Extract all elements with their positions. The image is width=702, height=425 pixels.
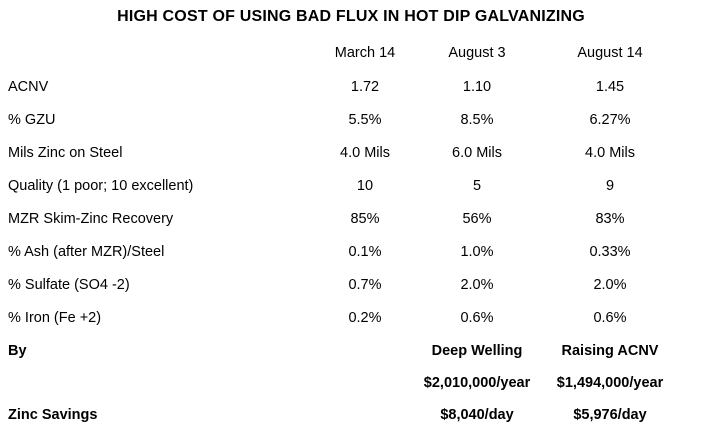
- raising-acnv-per-year: $1,494,000/year: [556, 375, 664, 391]
- column-header-august-3: August 3: [448, 45, 506, 61]
- table-cell: 6.0 Mils: [452, 145, 502, 161]
- by-deep-welling: Deep Welling: [431, 343, 523, 359]
- row-label-mzr: MZR Skim-Zinc Recovery: [8, 211, 174, 227]
- table-cell: 1.0%: [460, 244, 494, 260]
- raising-acnv-per-day: $5,976/day: [573, 407, 647, 423]
- column-header-march-14: March 14: [334, 45, 396, 61]
- by-raising-acnv: Raising ACNV: [561, 343, 659, 359]
- table-cell: 4.0 Mils: [340, 145, 390, 161]
- zinc-savings-label: Zinc Savings: [8, 407, 98, 423]
- table-cell: 0.7%: [348, 277, 382, 293]
- table-cell: 2.0%: [593, 277, 627, 293]
- table-cell: 6.27%: [589, 112, 631, 128]
- table-cell: 1.45: [595, 79, 625, 95]
- table-cell: 0.2%: [348, 310, 382, 326]
- row-label-sulfate: % Sulfate (SO4 -2): [8, 277, 130, 293]
- table-cell: 2.0%: [460, 277, 494, 293]
- row-label-quality: Quality (1 poor; 10 excellent): [8, 178, 194, 194]
- row-label-mils-zinc: Mils Zinc on Steel: [8, 145, 123, 161]
- by-label: By: [8, 343, 27, 359]
- table-cell: 0.6%: [593, 310, 627, 326]
- table-cell: 4.0 Mils: [585, 145, 635, 161]
- table-cell: 0.6%: [460, 310, 494, 326]
- table-cell: 1.72: [350, 79, 380, 95]
- table-cell: 1.10: [462, 79, 492, 95]
- table-cell: 5.5%: [348, 112, 382, 128]
- table-cell: 8.5%: [460, 112, 494, 128]
- row-label-gzu: % GZU: [8, 112, 56, 128]
- page-title: HIGH COST OF USING BAD FLUX IN HOT DIP G…: [117, 8, 585, 25]
- table-cell: 56%: [462, 211, 492, 227]
- row-label-acnv: ACNV: [8, 79, 49, 95]
- table-cell: 9: [605, 178, 615, 194]
- column-header-august-14: August 14: [577, 45, 643, 61]
- deep-welling-per-day: $8,040/day: [440, 407, 514, 423]
- table-cell: 83%: [595, 211, 625, 227]
- table-cell: 0.1%: [348, 244, 382, 260]
- deep-welling-per-year: $2,010,000/year: [423, 375, 531, 391]
- table-cell: 10: [356, 178, 374, 194]
- row-label-ash: % Ash (after MZR)/Steel: [8, 244, 165, 260]
- table-cell: 0.33%: [589, 244, 631, 260]
- row-label-iron: % Iron (Fe +2): [8, 310, 102, 326]
- table-cell: 5: [472, 178, 482, 194]
- table-cell: 85%: [350, 211, 380, 227]
